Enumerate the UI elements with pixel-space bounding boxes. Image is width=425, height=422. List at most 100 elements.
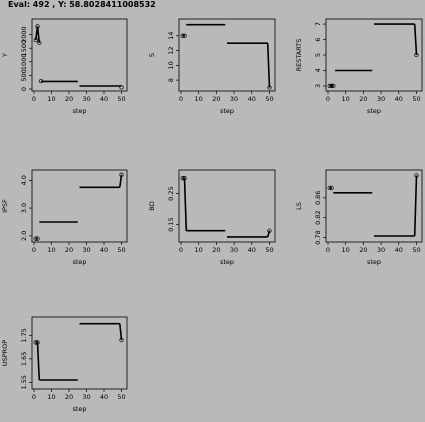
data-point xyxy=(331,83,336,89)
x-tick-label: 20 xyxy=(65,95,73,103)
x-tick-label: 50 xyxy=(117,95,125,103)
data-point xyxy=(329,83,334,89)
x-tick-label: 10 xyxy=(342,95,350,103)
series-line xyxy=(183,178,188,231)
y-tick-label: 500 xyxy=(20,69,28,81)
x-axis-label: step xyxy=(72,258,86,266)
x-tick-label: 10 xyxy=(342,246,350,254)
data-point xyxy=(329,185,334,191)
y-axis-label: RESTARTS xyxy=(295,39,303,72)
x-tick-label: 30 xyxy=(82,95,90,103)
plot-frame xyxy=(325,169,423,243)
data-point xyxy=(182,176,187,181)
x-tick-label: 10 xyxy=(195,246,203,254)
x-tick-label: 10 xyxy=(47,246,55,254)
y-tick-label: 7 xyxy=(314,22,322,26)
data-point xyxy=(119,85,124,90)
y-tick-label: 0.82 xyxy=(314,210,322,224)
x-tick-label: 50 xyxy=(117,393,125,401)
y-tick-label: 1000 xyxy=(20,54,28,71)
x-tick-label: 0 xyxy=(32,246,36,254)
y-axis-label: S xyxy=(148,53,156,57)
data-point xyxy=(33,37,38,43)
x-tick-label: 0 xyxy=(179,246,183,254)
y-tick-label: 3.0 xyxy=(20,203,28,213)
y-tick-label: 2.0 xyxy=(20,231,28,241)
panel-ipsf: 0 10 20 30 40 50 step 2.0 3.0 4.0 IPSF xyxy=(1,169,128,266)
x-tick-label: 0 xyxy=(326,95,330,103)
data-point xyxy=(119,172,124,177)
x-tick-label: 40 xyxy=(100,246,108,254)
panel-bd: 0 10 20 30 40 50 step 0.15 0.25 BD xyxy=(148,169,276,266)
panel-s: 0 10 20 30 40 50 step 8 10 12 14 S xyxy=(148,18,276,115)
x-tick-label: 30 xyxy=(230,246,238,254)
y-tick-label: 12 xyxy=(167,46,175,54)
x-tick-label: 50 xyxy=(412,95,420,103)
y-tick-label: 4 xyxy=(314,68,322,72)
x-tick-label: 20 xyxy=(359,95,367,103)
data-point xyxy=(33,236,38,241)
data-point xyxy=(38,78,44,84)
series-line xyxy=(266,230,271,238)
data-point xyxy=(33,340,38,345)
data-point xyxy=(37,40,42,45)
x-axis-label: step xyxy=(220,258,234,266)
x-tick-label: 10 xyxy=(195,95,203,103)
status-readout: Eval: 492 , Y: 58.8028411008532 xyxy=(8,0,156,9)
y-tick-label: 4.0 xyxy=(20,175,28,185)
x-tick-label: 10 xyxy=(47,393,55,401)
y-tick-label: 6 xyxy=(314,37,322,41)
y-tick-label: 1.75 xyxy=(20,328,28,342)
plot-frame xyxy=(31,169,128,243)
data-point xyxy=(327,185,332,191)
x-tick-label: 40 xyxy=(248,95,256,103)
y-axis-label: BD xyxy=(148,201,156,210)
x-tick-label: 0 xyxy=(179,95,183,103)
plot-frame xyxy=(178,18,276,92)
x-tick-label: 0 xyxy=(32,95,36,103)
data-point xyxy=(414,173,419,178)
x-tick-label: 30 xyxy=(377,95,385,103)
data-point xyxy=(35,340,40,345)
y-tick-label: 2000 xyxy=(20,26,28,43)
plot-frame xyxy=(31,316,128,390)
plot-frame xyxy=(325,18,423,92)
y-tick-label: 1.55 xyxy=(20,375,28,389)
series-line xyxy=(35,26,41,43)
y-tick-label: 0 xyxy=(20,87,28,91)
x-tick-label: 50 xyxy=(117,246,125,254)
x-tick-label: 30 xyxy=(377,246,385,254)
x-tick-label: 30 xyxy=(230,95,238,103)
y-tick-label: 10 xyxy=(167,61,175,69)
data-point xyxy=(182,33,187,38)
x-tick-label: 40 xyxy=(100,393,108,401)
x-tick-label: 20 xyxy=(65,393,73,401)
y-axis-label: IPSF xyxy=(1,199,9,213)
series-line xyxy=(413,175,418,237)
plot-frame xyxy=(31,18,128,92)
panel-usprop: 0 10 20 30 40 50 step 1.55 1.65 1.75 USPROP xyxy=(1,316,128,413)
data-point xyxy=(414,52,419,58)
x-tick-label: 50 xyxy=(412,246,420,254)
data-point xyxy=(180,33,185,38)
y-axis-label: Y xyxy=(1,53,9,58)
y-tick-label: 1.65 xyxy=(20,352,28,366)
y-tick-label: 0.86 xyxy=(314,191,322,205)
x-tick-label: 0 xyxy=(32,393,36,401)
y-tick-label: 0.25 xyxy=(167,186,175,200)
y-tick-label: 14 xyxy=(167,32,175,40)
y-tick-label: 3 xyxy=(314,84,322,88)
x-axis-label: step xyxy=(72,405,86,413)
x-tick-label: 50 xyxy=(265,246,273,254)
series-line xyxy=(266,43,271,88)
x-tick-label: 40 xyxy=(248,246,256,254)
y-axis-label: LS xyxy=(295,202,303,210)
y-axis-label: USPROP xyxy=(1,340,9,366)
x-tick-label: 40 xyxy=(395,95,403,103)
data-point xyxy=(267,228,272,233)
x-tick-label: 20 xyxy=(65,246,73,254)
y-tick-label: 0.78 xyxy=(314,230,322,244)
y-tick-label: 1500 xyxy=(20,40,28,57)
data-point xyxy=(267,85,272,90)
